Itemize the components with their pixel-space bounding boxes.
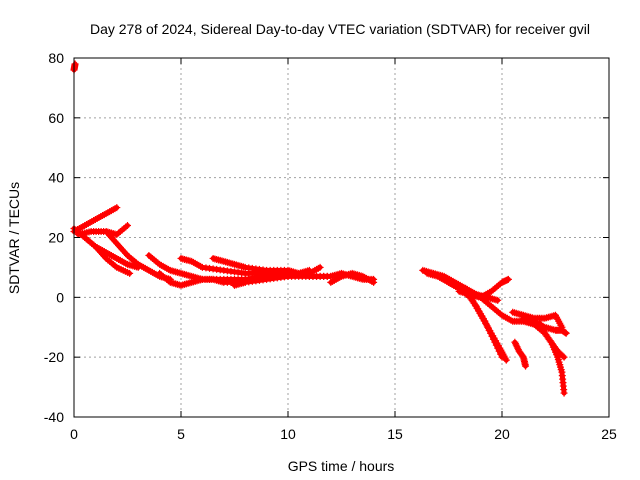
x-axis-label: GPS time / hours (288, 458, 395, 474)
series-trace-5 (81, 234, 142, 271)
data-point-marker (522, 362, 530, 370)
data-point-marker (562, 329, 570, 337)
data-point-marker (512, 341, 520, 349)
series-trace-7 (156, 269, 249, 289)
series-trace-14 (423, 269, 506, 361)
grid-lines (74, 58, 609, 417)
data-point-marker (537, 320, 545, 328)
data-point-marker (539, 326, 547, 334)
y-tick-label: 0 (56, 289, 64, 305)
data-point-marker (559, 352, 567, 360)
data-point-marker (538, 323, 546, 331)
data-point-marker (514, 344, 522, 352)
y-axis-label: SDTVAR / TECUs (6, 182, 22, 294)
x-tick-label: 20 (494, 426, 510, 442)
data-point-marker (494, 296, 502, 304)
y-tick-label: 40 (48, 170, 64, 186)
series-trace-12 (327, 269, 378, 286)
y-tick-label: 20 (48, 230, 64, 246)
x-tick-label: 0 (70, 426, 78, 442)
series-trace-outlier (70, 60, 79, 74)
data-point-marker (316, 263, 324, 271)
data-point-marker (537, 322, 545, 330)
data-point-marker (124, 222, 131, 230)
x-tick-label: 15 (387, 426, 403, 442)
data-point-marker (560, 353, 568, 361)
chart-title: Day 278 of 2024, Sidereal Day-to-day VTE… (90, 21, 590, 37)
y-tick-label: 60 (48, 110, 64, 126)
series-trace-18 (511, 338, 530, 370)
x-tick-label: 5 (177, 426, 185, 442)
data-marks (70, 60, 570, 397)
data-point-marker (113, 204, 121, 212)
series-trace-1 (70, 204, 121, 236)
y-tick-label: -20 (44, 349, 64, 365)
series-trace-17 (462, 284, 510, 364)
data-point-marker (539, 325, 547, 333)
x-tick-label: 10 (280, 426, 296, 442)
y-tick-label: 80 (48, 50, 64, 66)
data-point-marker (511, 338, 519, 346)
data-point-marker (504, 275, 512, 283)
data-point-marker (71, 60, 79, 68)
data-point-marker (512, 340, 520, 348)
data-point-marker (370, 278, 378, 286)
series-trace-22 (537, 320, 568, 361)
data-point-marker (126, 269, 134, 277)
data-point-marker (560, 389, 568, 397)
x-tick-label: 25 (601, 426, 617, 442)
y-tick-label: -40 (44, 409, 64, 425)
data-point-marker (134, 263, 142, 271)
data-point-marker (513, 343, 521, 351)
axis-ticks: 0 5 10 15 20 25 -40 -20 0 20 40 60 80 (44, 50, 617, 442)
data-point-marker (502, 356, 510, 364)
